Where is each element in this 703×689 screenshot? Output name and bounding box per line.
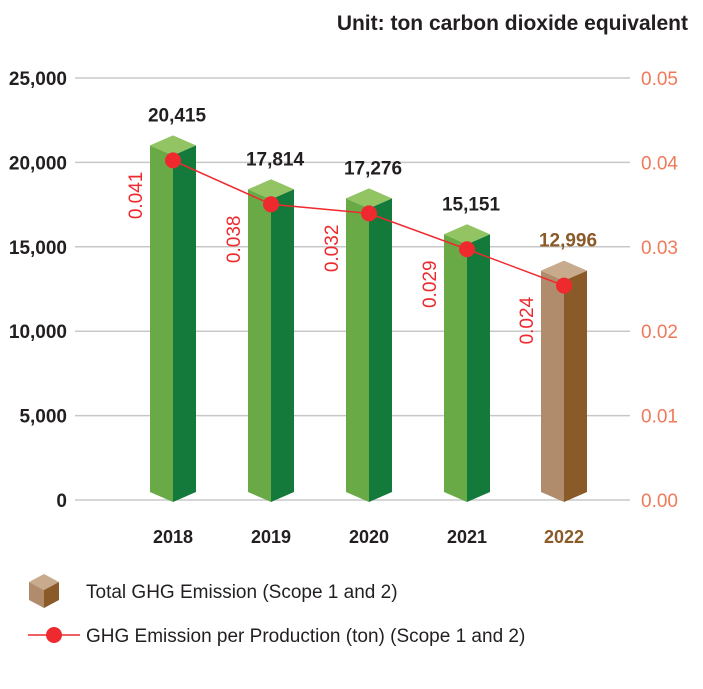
right-tick-label: 0.02	[641, 322, 678, 343]
bar-front-2020	[346, 198, 369, 503]
x-tick-label: 2022	[544, 527, 584, 547]
right-tick-label: 0.03	[641, 238, 678, 259]
bar-value-label: 20,415	[148, 105, 207, 126]
line-value-label: 0.024	[517, 296, 538, 344]
left-tick-label: 0	[56, 491, 67, 512]
bar-top-2020	[346, 188, 392, 209]
line-value-label: 0.041	[126, 172, 147, 220]
bar-top-2018	[150, 135, 196, 156]
bar-value-label: 15,151	[442, 194, 501, 215]
line-point-2022	[556, 277, 572, 294]
line-point-2018	[165, 152, 181, 169]
unit-label: Unit: ton carbon dioxide equivalent	[337, 12, 688, 35]
bar-top-2019	[248, 179, 294, 200]
line-point-2019	[263, 196, 279, 213]
bar-top-2022	[541, 260, 587, 281]
line-value-label: 0.029	[420, 260, 441, 308]
bar-top-2021	[444, 224, 490, 245]
x-tick-label: 2018	[153, 527, 193, 547]
bar-front-2022	[541, 270, 564, 502]
right-tick-label: 0.04	[641, 153, 678, 174]
x-tick-label: 2021	[447, 527, 487, 547]
bar-front-2021	[444, 234, 467, 503]
line-point-2020	[361, 205, 377, 222]
line-value-label: 0.038	[224, 216, 245, 264]
legend-bar-icon	[44, 582, 59, 608]
left-tick-label: 20,000	[9, 153, 67, 174]
right-tick-label: 0.00	[641, 491, 678, 512]
right-tick-label: 0.01	[641, 407, 678, 428]
bar-value-label: 17,276	[344, 158, 402, 179]
bar-value-label: 12,996	[539, 231, 597, 252]
left-tick-label: 25,000	[9, 69, 67, 90]
left-tick-label: 5,000	[19, 407, 67, 428]
bar-front-2019	[248, 189, 271, 502]
x-tick-label: 2019	[251, 527, 291, 547]
legend-label-bar: Total GHG Emission (Scope 1 and 2)	[86, 582, 398, 603]
bar-side-2022	[564, 270, 587, 502]
bar-value-label: 17,814	[246, 149, 305, 170]
line-value-label: 0.032	[322, 225, 343, 273]
line-point-2021	[459, 241, 475, 258]
legend-bar-icon	[29, 582, 44, 608]
bar-side-2020	[369, 198, 392, 503]
right-tick-label: 0.05	[641, 69, 678, 90]
bar-front-2018	[150, 145, 173, 502]
legend-line-icon	[46, 627, 62, 643]
bar-side-2018	[173, 145, 196, 502]
x-tick-label: 2020	[349, 527, 389, 547]
legend-label-line: GHG Emission per Production (ton) (Scope…	[86, 626, 525, 647]
left-tick-label: 15,000	[9, 238, 67, 259]
left-tick-label: 10,000	[9, 322, 67, 343]
bar-side-2019	[271, 189, 294, 502]
bar-side-2021	[467, 234, 490, 503]
